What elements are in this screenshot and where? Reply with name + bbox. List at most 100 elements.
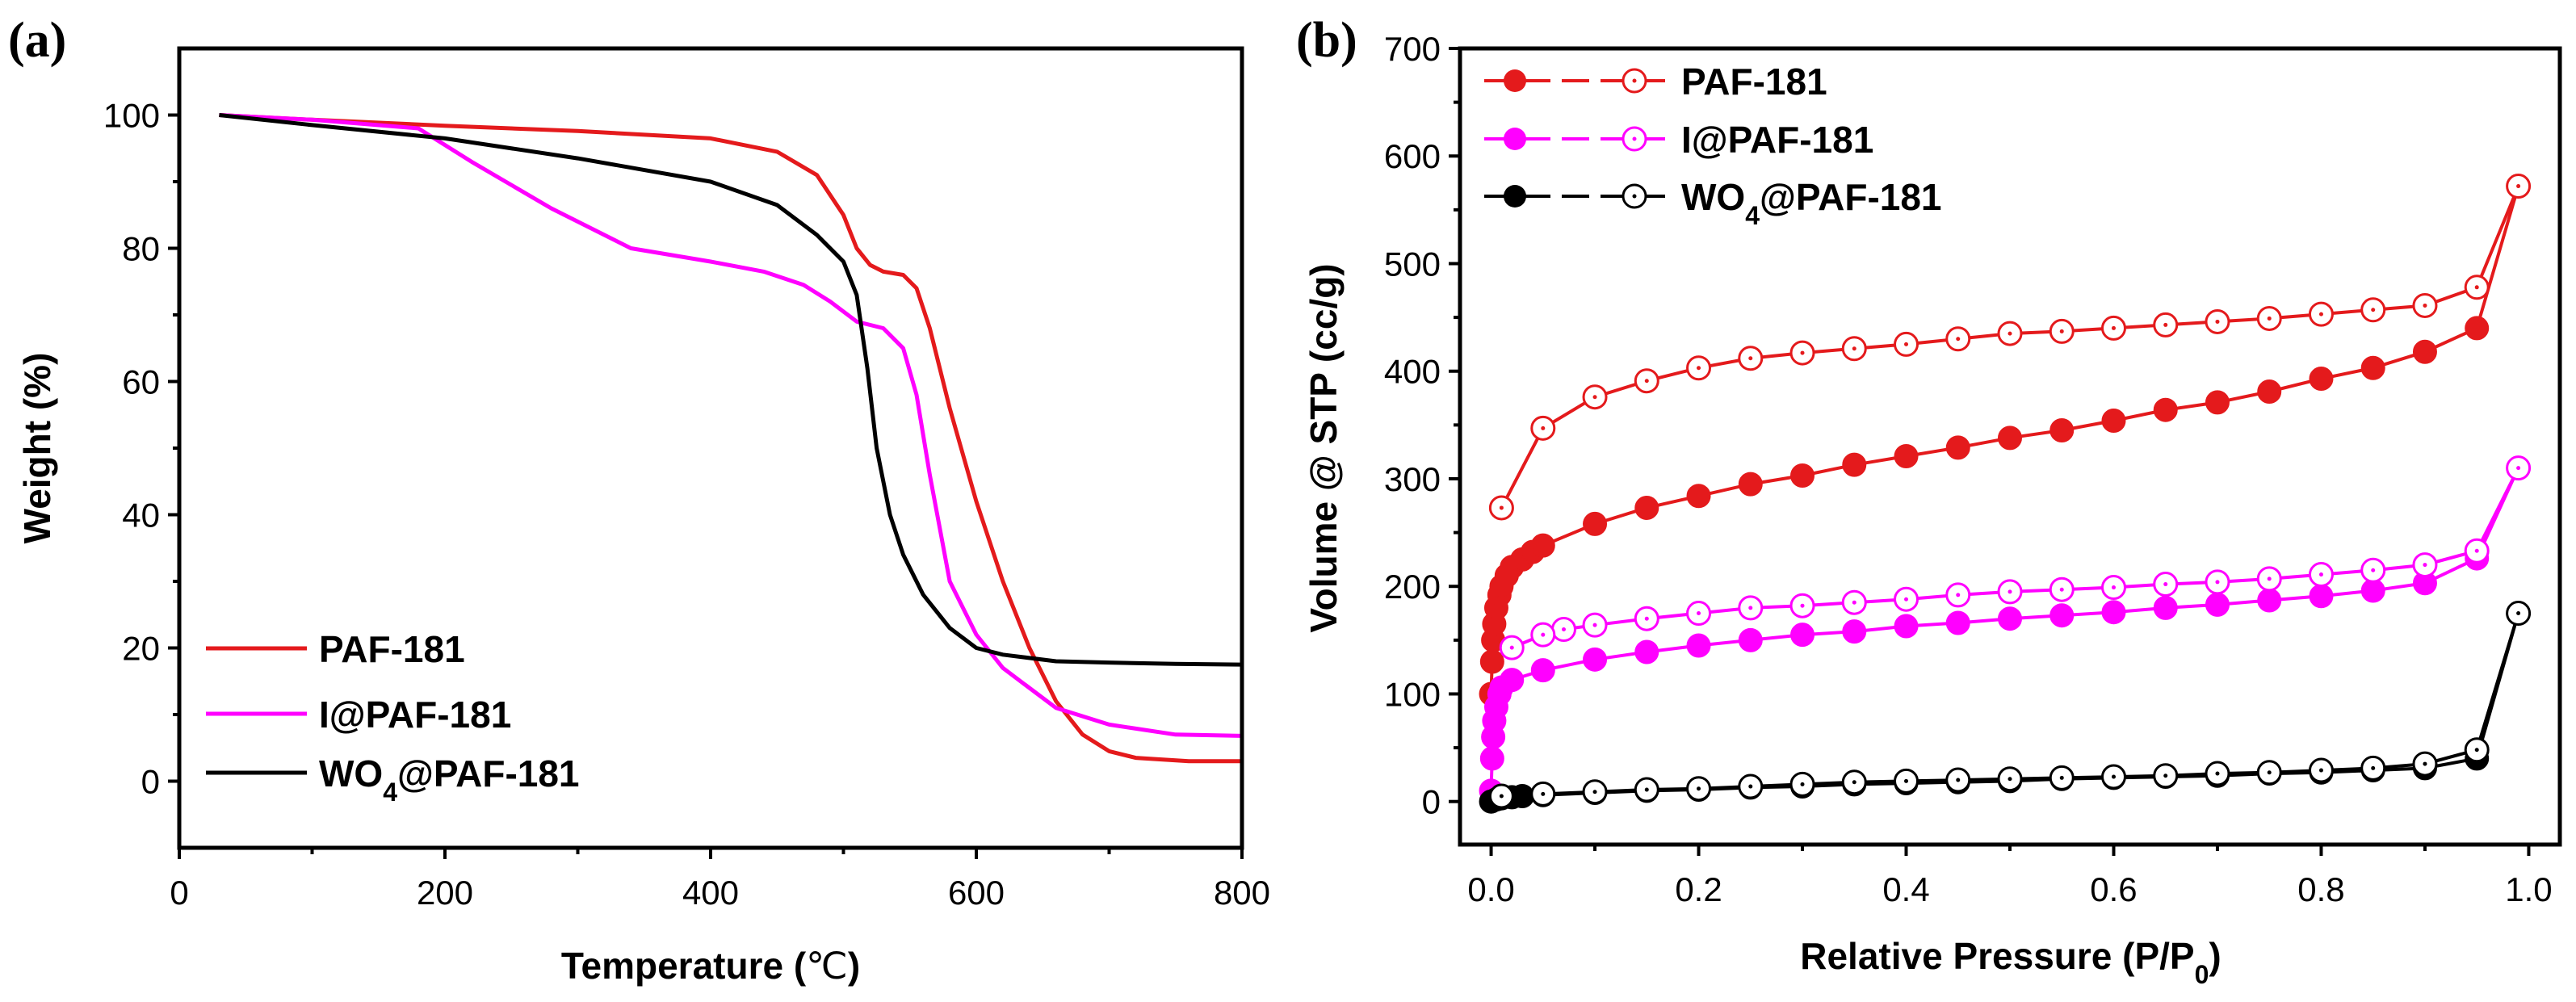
y-tick-label: 100 [1384, 675, 1441, 713]
legend-label: WO4@PAF-181 [1681, 176, 1942, 230]
data-point-center-wo4-paf-181-desorption [1697, 786, 1701, 791]
y-tick-label: 20 [122, 630, 160, 668]
panel-a-ticks: 0 200 400 600 800 0 20 40 60 80 100 [103, 97, 1270, 912]
data-point-paf-181-adsorption [2309, 367, 2334, 392]
data-point-center-i-paf-181-desorption [2423, 563, 2427, 568]
series-line-i-paf-181 [219, 113, 1243, 738]
panel-a-series [219, 113, 1243, 764]
data-point-center-wo4-paf-181-desorption [2318, 768, 2323, 773]
legend-filled-marker [1504, 69, 1526, 92]
data-point-center-paf-181-desorption [2008, 331, 2012, 336]
y-tick-label: 0 [141, 763, 160, 801]
data-point-center-paf-181-desorption [2371, 308, 2376, 312]
x-tick-label: 0.0 [1467, 870, 1514, 908]
data-point-i-paf-181-adsorption [2049, 603, 2075, 628]
data-point-paf-181-adsorption [1738, 472, 1763, 497]
data-point-center-wo4-paf-181-desorption [1956, 778, 1961, 782]
legend-open-marker-center [1632, 194, 1637, 199]
data-point-center-wo4-paf-181-desorption [2008, 777, 2012, 782]
series-line-wo4-paf-181 [219, 113, 1243, 667]
data-point-center-paf-181-desorption [2111, 325, 2116, 330]
data-point-center-wo4-paf-181-desorption [1800, 782, 1805, 786]
legend-filled-marker [1504, 185, 1526, 208]
x-tick-label: 0.2 [1675, 870, 1722, 908]
data-point-i-paf-181-adsorption [2360, 578, 2385, 603]
data-point-paf-181-adsorption [1945, 435, 1970, 460]
y-tick-label: 600 [1384, 137, 1441, 175]
data-point-i-paf-181-adsorption [1634, 639, 1659, 665]
panel-b-frame [1458, 46, 2562, 847]
x-tick-label: 1.0 [2505, 870, 2552, 908]
panel-a-x-axis-label: Temperature (℃) [561, 945, 860, 987]
y-tick-label: 700 [1384, 30, 1441, 68]
data-point-paf-181-adsorption [2257, 379, 2282, 405]
data-point-i-paf-181-adsorption [2101, 600, 2126, 625]
data-point-center-i-paf-181-desorption [1904, 597, 1909, 602]
data-point-center-i-paf-181-desorption [2111, 585, 2116, 590]
data-point-paf-181-adsorption [1530, 533, 1555, 558]
data-point-paf-181-adsorption [2205, 390, 2230, 415]
data-point-center-i-paf-181-desorption [1748, 606, 1753, 610]
legend-filled-marker [1504, 128, 1526, 150]
data-point-center-i-paf-181-desorption [2059, 587, 2064, 592]
data-point-center-paf-181-desorption [2267, 316, 2272, 321]
data-point-center-i-paf-181-desorption [1541, 632, 1546, 637]
data-point-center-i-paf-181-desorption [1697, 611, 1701, 616]
panel-a-frame [177, 46, 1244, 850]
x-tick-label: 0.6 [2090, 870, 2137, 908]
data-point-center-wo4-paf-181-desorption [2059, 775, 2064, 780]
y-tick-label: 80 [122, 230, 160, 268]
data-point-paf-181-adsorption [1479, 649, 1504, 674]
data-point-i-paf-181-adsorption [1583, 647, 1608, 672]
data-point-center-paf-181-desorption [1748, 356, 1753, 361]
data-point-paf-181-adsorption [1998, 426, 2022, 451]
data-point-center-i-paf-181-desorption [1644, 616, 1649, 621]
panel-a-tga-chart: (a) 0 200 400 600 800 0 20 40 60 80 100 Temperatur… [8, 13, 1270, 987]
data-point-center-paf-181-desorption [1592, 395, 1597, 400]
data-point-center-paf-181-desorption [1852, 346, 1856, 351]
data-point-i-paf-181-adsorption [1894, 614, 1919, 639]
x-tick-label: 600 [948, 874, 1005, 912]
data-point-paf-181-adsorption [1686, 484, 1711, 509]
data-point-i-paf-181-adsorption [1998, 606, 2022, 631]
data-point-paf-181-adsorption [2049, 418, 2075, 443]
data-point-center-wo4-paf-181-desorption [2111, 774, 2116, 779]
x-tick-label: 400 [682, 874, 739, 912]
data-point-center-wo4-paf-181-desorption [1644, 787, 1649, 792]
y-tick-label: 300 [1384, 460, 1441, 498]
y-tick-label: 0 [1422, 783, 1441, 821]
data-point-center-i-paf-181-desorption [1852, 600, 1856, 605]
data-point-center-wo4-paf-181-desorption [1904, 778, 1909, 783]
data-point-center-i-paf-181-desorption [2318, 572, 2323, 577]
panel-b-series [1479, 174, 2532, 814]
data-point-paf-181-adsorption [1842, 452, 1867, 477]
data-point-center-i-paf-181-desorption [1561, 627, 1566, 632]
y-tick-label: 200 [1384, 568, 1441, 606]
x-tick-label: 0.8 [2297, 870, 2344, 908]
data-point-center-i-paf-181-desorption [2008, 589, 2012, 594]
data-point-i-paf-181-adsorption [1945, 610, 1970, 635]
data-point-i-paf-181-adsorption [2309, 584, 2334, 609]
x-tick-label: 800 [1214, 874, 1270, 912]
data-point-center-paf-181-desorption [1499, 505, 1504, 510]
data-point-center-wo4-paf-181-desorption [2423, 761, 2427, 766]
data-point-paf-181-adsorption [2360, 355, 2385, 380]
data-point-center-paf-181-desorption [1697, 366, 1701, 371]
data-point-center-paf-181-desorption [2215, 319, 2220, 324]
y-tick-label: 40 [122, 497, 160, 535]
data-point-center-wo4-paf-181-desorption [2516, 611, 2521, 616]
data-point-paf-181-adsorption [1894, 443, 1919, 468]
legend-label-wo4-paf181: WO4@PAF-181 [319, 753, 580, 807]
x-tick-label: 0 [170, 874, 188, 912]
data-point-paf-181-adsorption [1583, 511, 1608, 536]
panel-a-label: (a) [8, 13, 66, 68]
data-point-paf-181-adsorption [2101, 409, 2126, 434]
panel-b-isotherm-chart: (b) 0.0 0.2 0.4 0.6 0.8 1.0 0 100 200 300 400 500 60… [1296, 13, 2562, 989]
data-point-center-i-paf-181-desorption [2267, 576, 2272, 581]
data-point-i-paf-181-adsorption [2257, 588, 2282, 613]
panel-b-x-axis-label: Relative Pressure (P/P0) [1800, 935, 2221, 989]
data-point-center-paf-181-desorption [2474, 285, 2479, 290]
panel-b-y-axis-label: Volume @ STP (cc/g) [1303, 263, 1345, 632]
data-point-center-paf-181-desorption [2318, 312, 2323, 317]
panel-a-legend: PAF-181 I@PAF-181 WO4@PAF-181 [206, 628, 580, 807]
